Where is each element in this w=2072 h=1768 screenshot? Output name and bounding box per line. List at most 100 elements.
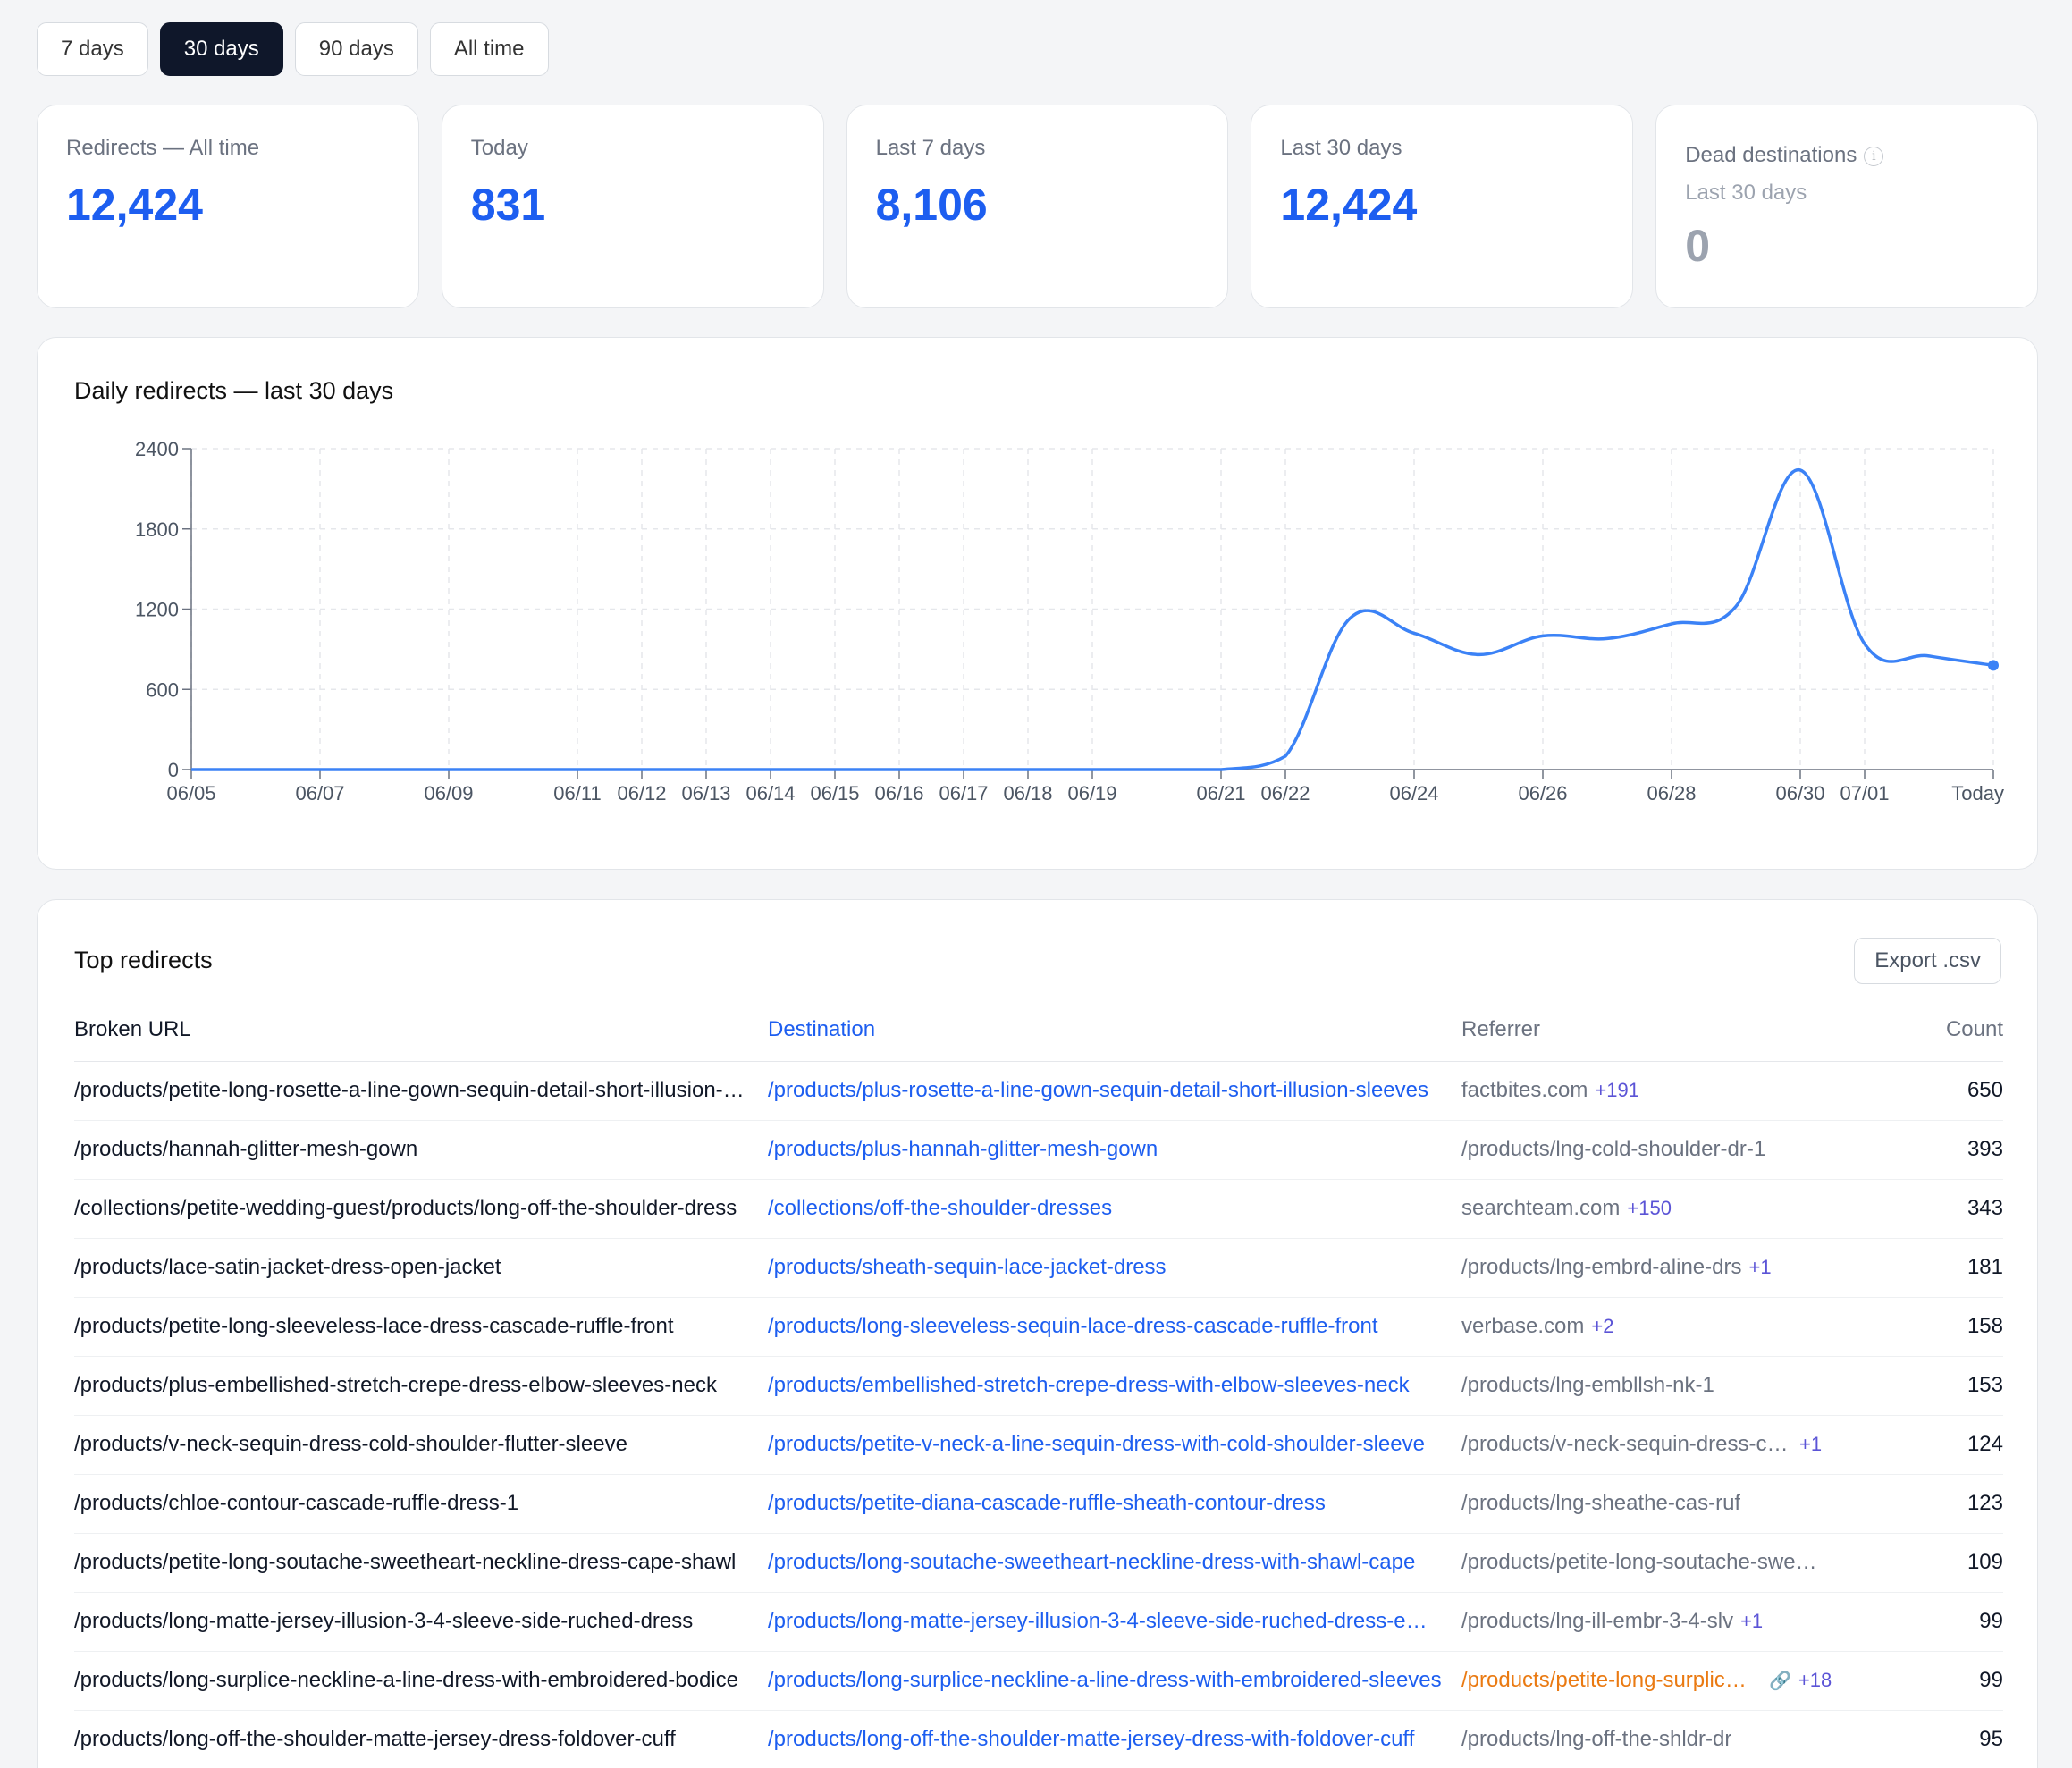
x-tick-label: 06/14 [745, 782, 795, 804]
stat-label: Today [470, 136, 528, 160]
referrer-cell: /products/lng-embrd-aline-drs +1 [1461, 1238, 1864, 1298]
referrer-cell: verbase.com +2 [1461, 1297, 1864, 1357]
broken-url-cell: /products/petite-long-sleeveless-lace-dr… [74, 1297, 768, 1357]
x-tick-label: 06/21 [1196, 782, 1245, 804]
referrer-text: factbites.com [1461, 1078, 1588, 1102]
broken-url-cell: /products/hannah-glitter-mesh-gown [74, 1120, 768, 1180]
referrer-text: /products/lng-ill-embr-3-4-slv [1461, 1609, 1734, 1633]
top-redirects-table: Broken URL Destination Referrer Count /p… [74, 998, 2003, 1768]
referrer-extra-count[interactable]: +150 [1627, 1197, 1672, 1219]
link-icon: 🔗 [1769, 1671, 1791, 1691]
stat-value: 0 [1685, 221, 1710, 271]
table-row: /products/long-off-the-shoulder-matte-je… [74, 1710, 2003, 1768]
series-line [190, 468, 1994, 771]
destination-link[interactable]: /products/petite-v-neck-a-line-sequin-dr… [768, 1415, 1461, 1475]
count-cell: 124 [1864, 1415, 2003, 1475]
referrer-text: /products/lng-off-the-shldr-dr [1461, 1727, 1732, 1751]
destination-link[interactable]: /products/embellished-stretch-crepe-dres… [768, 1356, 1461, 1416]
destination-link[interactable]: /collections/off-the-shoulder-dresses [768, 1179, 1461, 1239]
table-row: /products/chloe-contour-cascade-ruffle-d… [74, 1474, 2003, 1534]
x-tick-label: 06/24 [1389, 782, 1438, 804]
range-tab-90-days[interactable]: 90 days [294, 22, 418, 76]
referrer-text[interactable]: /products/petite-long-surplice-neckline [1461, 1668, 1756, 1692]
count-cell: 158 [1864, 1297, 2003, 1357]
column-header-referrer: Referrer [1461, 998, 1864, 1062]
referrer-extra-count[interactable]: +1 [1748, 1256, 1772, 1278]
destination-link[interactable]: /products/long-soutache-sweetheart-neckl… [768, 1533, 1461, 1593]
destination-link[interactable]: /products/plus-hannah-glitter-mesh-gown [768, 1120, 1461, 1180]
referrer-cell: /products/v-neck-sequin-dress-cold +1 [1461, 1415, 1864, 1475]
broken-url-cell: /products/chloe-contour-cascade-ruffle-d… [74, 1474, 768, 1534]
count-cell: 99 [1864, 1651, 2003, 1711]
table-row: /products/petite-long-soutache-sweethear… [74, 1533, 2003, 1593]
x-tick-label: 06/12 [617, 782, 666, 804]
broken-url-cell: /products/lace-satin-jacket-dress-open-j… [74, 1238, 768, 1298]
referrer-cell: /products/lng-off-the-shldr-dr [1461, 1710, 1864, 1768]
destination-link[interactable]: /products/sheath-sequin-lace-jacket-dres… [768, 1238, 1461, 1298]
referrer-extra-count[interactable]: +1 [1740, 1610, 1764, 1632]
broken-url-cell: /products/long-off-the-shoulder-matte-je… [74, 1710, 768, 1768]
referrer-cell: /products/lng-ill-embr-3-4-slv +1 [1461, 1592, 1864, 1652]
last-point [1988, 660, 1999, 671]
x-tick-label: 06/15 [810, 782, 859, 804]
x-tick-label: 06/05 [166, 782, 215, 804]
referrer-extra-count[interactable]: +191 [1595, 1079, 1639, 1101]
count-cell: 99 [1864, 1592, 2003, 1652]
range-tab-7-days[interactable]: 7 days [37, 22, 148, 76]
top-redirects-panel: Top redirects Export .csv Broken URL Des… [37, 899, 2038, 1768]
broken-url-cell: /collections/petite-wedding-guest/produc… [74, 1179, 768, 1239]
export-csv-button[interactable]: Export .csv [1854, 938, 2001, 984]
referrer-extra-count[interactable]: +1 [1799, 1433, 1823, 1455]
stat-cards: Redirects — All time 12,424 Today 831 La… [37, 105, 2038, 308]
y-tick-label: 1200 [135, 599, 179, 621]
broken-url-cell: /products/plus-embellished-stretch-crepe… [74, 1356, 768, 1416]
referrer-cell: factbites.com +191 [1461, 1061, 1864, 1121]
table-header-row: Broken URL Destination Referrer Count [74, 998, 2003, 1062]
referrer-text: /products/v-neck-sequin-dress-cold [1461, 1432, 1792, 1456]
info-icon[interactable]: i [1864, 146, 1884, 166]
destination-link[interactable]: /products/long-surplice-neckline-a-line-… [768, 1651, 1461, 1711]
stat-value: 12,424 [66, 180, 203, 230]
table-row: /products/v-neck-sequin-dress-cold-shoul… [74, 1415, 2003, 1475]
count-cell: 123 [1864, 1474, 2003, 1534]
x-tick-label: Today [1951, 782, 2004, 804]
referrer-cell: /products/petite-long-surplice-neckline 🔗… [1461, 1651, 1864, 1711]
x-tick-label: 06/11 [553, 782, 601, 804]
count-cell: 650 [1864, 1061, 2003, 1121]
x-tick-label: 07/01 [1840, 782, 1889, 804]
referrer-text: /products/lng-embrd-aline-drs [1461, 1255, 1742, 1279]
referrer-cell: /products/lng-cold-shoulder-dr-1 [1461, 1120, 1864, 1180]
stat-value: 12,424 [1280, 180, 1418, 230]
range-tab-30-days[interactable]: 30 days [159, 22, 283, 76]
destination-link[interactable]: /products/long-off-the-shoulder-matte-je… [768, 1710, 1461, 1768]
referrer-text: /products/lng-embllsh-nk-1 [1461, 1373, 1714, 1397]
destination-link[interactable]: /products/long-sleeveless-sequin-lace-dr… [768, 1297, 1461, 1357]
referrer-cell: /products/lng-sheathe-cas-ruf [1461, 1474, 1864, 1534]
referrer-extra-count[interactable]: +2 [1591, 1315, 1614, 1337]
y-tick-label: 1800 [135, 518, 179, 541]
count-cell: 393 [1864, 1120, 2003, 1180]
column-header-broken-url: Broken URL [74, 998, 768, 1062]
range-tab-all-time[interactable]: All time [429, 22, 549, 76]
count-cell: 153 [1864, 1356, 2003, 1416]
stat-label: Last 30 days [1280, 136, 1402, 160]
y-tick-label: 600 [146, 678, 179, 701]
destination-link[interactable]: /products/plus-rosette-a-line-gown-sequi… [768, 1061, 1461, 1121]
referrer-extra-count[interactable]: +18 [1798, 1669, 1832, 1691]
broken-url-cell: /products/v-neck-sequin-dress-cold-shoul… [74, 1415, 768, 1475]
destination-link[interactable]: /products/long-matte-jersey-illusion-3-4… [768, 1592, 1461, 1652]
table-row: /products/lace-satin-jacket-dress-open-j… [74, 1238, 2003, 1298]
stat-card-last-7-days: Last 7 days 8,106 [846, 105, 1229, 308]
daily-redirects-chart-panel: Daily redirects — last 30 days 0 600 1200 1… [37, 337, 2038, 870]
table-row: /products/petite-long-rosette-a-line-gow… [74, 1061, 2003, 1121]
table-row: /products/petite-long-sleeveless-lace-dr… [74, 1297, 2003, 1357]
stat-sublabel: Last 30 days [1685, 181, 1807, 205]
column-header-destination: Destination [768, 998, 1461, 1062]
x-tick-label: 06/18 [1003, 782, 1052, 804]
x-tick-label: 06/30 [1775, 782, 1824, 804]
destination-link[interactable]: /products/petite-diana-cascade-ruffle-sh… [768, 1474, 1461, 1534]
broken-url-cell: /products/petite-long-soutache-sweethear… [74, 1533, 768, 1593]
referrer-cell: /products/petite-long-soutache-sweethear… [1461, 1533, 1864, 1593]
count-cell: 181 [1864, 1238, 2003, 1298]
chart-title: Daily redirects — last 30 days [74, 377, 394, 404]
